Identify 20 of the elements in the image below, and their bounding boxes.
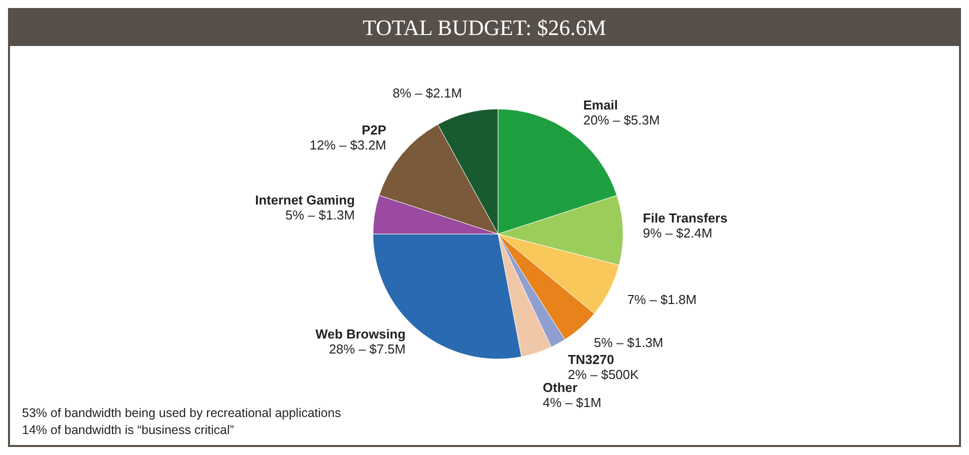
slice-label: Internet Gaming [255, 192, 355, 208]
data-label: 20% – $5.3M [583, 112, 660, 128]
chart-title: TOTAL BUDGET: $26.6M [362, 15, 606, 40]
text: 14% of bandwidth is “business critical” [22, 423, 234, 437]
data-label: 4% – $1M [542, 394, 602, 410]
slice-label: Other [542, 380, 578, 395]
data-label: 9% – $2.4M [642, 225, 712, 240]
data-label: 28% – $7.5M [328, 342, 406, 357]
data-label: 2% – $500K [568, 366, 640, 382]
slice-label: P2P [362, 122, 387, 138]
data-label: 12% – $3.2M [310, 138, 386, 153]
data-label: 5% – $1.3M [285, 207, 355, 222]
data-label: 7% – $1.8M [627, 292, 697, 307]
slice-label: TN3270 [568, 352, 614, 367]
data-label: 8% – $2.1M [392, 86, 462, 101]
slice-label: Web Browsing [316, 326, 406, 342]
slice-label: File Transfers [642, 210, 728, 226]
text: 53% of bandwidth being used by recreational applications [22, 406, 341, 420]
slice-label: Email [583, 98, 618, 113]
data-label: 5% – $1.3M [594, 334, 664, 350]
